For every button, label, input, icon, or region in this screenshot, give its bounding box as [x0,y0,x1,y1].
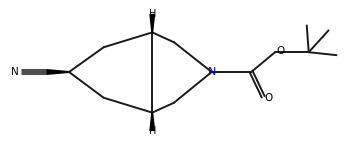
Polygon shape [150,14,154,32]
Polygon shape [150,113,154,130]
Text: H: H [149,126,156,136]
Text: O: O [276,46,284,56]
Text: N: N [11,67,18,77]
Polygon shape [47,70,69,74]
Text: H: H [149,9,156,19]
Text: N: N [207,67,216,77]
Text: O: O [264,93,273,103]
